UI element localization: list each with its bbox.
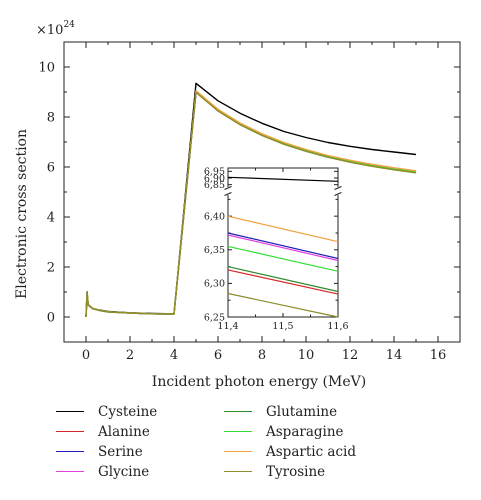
x-tick-label: 14 [386, 348, 403, 363]
legend-swatch [224, 411, 252, 412]
legend-swatch [56, 431, 84, 432]
axis-break-mark [334, 186, 342, 190]
axis-break-mark [224, 186, 232, 190]
legend-swatch [56, 451, 84, 452]
legend-label: Aspartic acid [266, 444, 356, 460]
inset-frame [227, 167, 339, 318]
inset-x-tick-label: 11,5 [272, 321, 293, 332]
x-tick-label: 6 [214, 348, 222, 363]
x-tick-label: 4 [170, 348, 178, 363]
legend-swatch [224, 451, 252, 452]
axis-break-gap [225, 187, 231, 195]
axis-break-gap [335, 187, 341, 195]
inset-series-line-glycine [227, 234, 339, 262]
x-tick-label: 12 [342, 348, 359, 363]
y-axis-exponent: 24 [63, 20, 75, 30]
x-tick-label: 2 [126, 348, 134, 363]
inset-y-tick-label: 6,30 [204, 279, 225, 290]
legend-swatch [224, 431, 252, 432]
legend-swatch [56, 411, 84, 412]
legend-swatch [56, 471, 84, 472]
y-tick-label: 8 [47, 111, 55, 126]
legend-label: Cysteine [98, 404, 158, 420]
inset-y-tick-label: 6,25 [204, 312, 225, 323]
x-tick-label: 0 [82, 348, 90, 363]
inset-x-tick-label: 11,6 [327, 321, 348, 332]
axis-break-mark [334, 192, 342, 196]
y-tick-label: 2 [47, 261, 55, 276]
inset-y-tick-label: 6,35 [204, 245, 225, 256]
inset-series-line-cysteine [227, 176, 339, 182]
y-tick-label: 4 [47, 211, 55, 226]
inset-y-tick-label: 6,40 [204, 211, 225, 222]
inset-y-tick-label: 6,90 [204, 173, 225, 184]
series-line-tyrosine [85, 91, 417, 318]
x-tick-label: 10 [298, 348, 315, 363]
x-tick-label: 16 [430, 348, 447, 363]
legend-label: Alanine [98, 424, 150, 440]
inset-series-line-serine [227, 232, 339, 260]
inset-series-line-asparagine [227, 245, 339, 272]
inset-x-tick-label: 11,4 [217, 321, 238, 332]
y-tick-label: 6 [47, 161, 55, 176]
y-tick-label: 0 [47, 311, 55, 326]
inset-y-tick-label: 6,85 [204, 180, 225, 191]
inset-series-line-glutamine [227, 266, 339, 293]
inset-series-line-alanine [227, 269, 339, 295]
y-axis-label: Electronic cross section [14, 129, 30, 299]
x-tick-label: 8 [258, 348, 266, 363]
x-axis-label: Incident photon energy (MeV) [152, 374, 366, 390]
legend-label: Glycine [98, 464, 150, 480]
legend-swatch [224, 471, 252, 472]
inset-series-line-aspartic-acid [227, 215, 339, 243]
legend-label: Tyrosine [266, 464, 326, 480]
legend-label: Serine [98, 444, 143, 460]
legend-label: Asparagine [266, 424, 344, 440]
inset-series-line-tyrosine [227, 292, 339, 318]
y-axis-multiplier: ×1024 [36, 20, 75, 38]
y-tick-label: 10 [38, 61, 55, 76]
axis-break-mark [224, 192, 232, 196]
inset-y-tick-label: 6,95 [204, 167, 225, 178]
main-plot: 0 2 4 6 8 10 12 14 16 0 2 4 6 8 10 [38, 41, 461, 363]
legend-label: Glutamine [266, 404, 338, 420]
